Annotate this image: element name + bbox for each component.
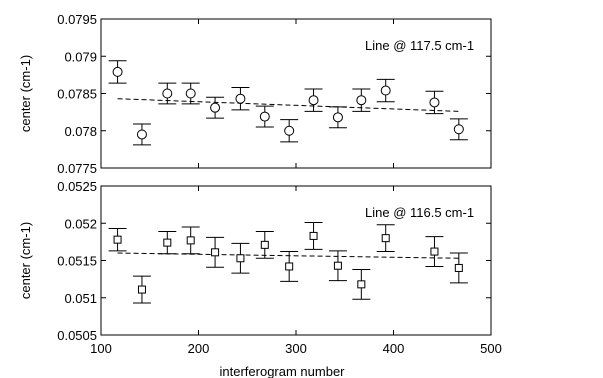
y-tick-label: 0.0785	[57, 87, 97, 102]
data-point	[332, 112, 343, 123]
data-point	[236, 254, 245, 263]
data-point	[235, 93, 246, 104]
data-point	[454, 263, 463, 272]
data-point	[259, 111, 270, 122]
data-point	[112, 66, 123, 77]
data-point	[430, 247, 439, 256]
y-axis-title: center (cm-1)	[18, 222, 33, 299]
data-point	[333, 261, 342, 270]
data-point	[357, 280, 366, 289]
fit-line	[117, 98, 459, 112]
data-point	[186, 236, 195, 245]
x-tick-label: 100	[90, 341, 112, 356]
data-point	[113, 235, 122, 244]
data-point	[185, 88, 196, 99]
data-point	[309, 231, 318, 240]
line-annotation: Line @ 117.5 cm-1	[365, 38, 474, 53]
top-panel: 0.0775 0.078 0.0785 0.079 0.0795 center (cm-1…	[18, 12, 492, 176]
y-tick-label: 0.0775	[57, 161, 97, 176]
bottom-panel: 0.0505 0.051 0.0515 0.052 0.0525 100 200 300 400…	[18, 179, 502, 378]
y-tick-label: 0.079	[64, 49, 97, 64]
data-point	[163, 238, 172, 247]
data-point	[284, 125, 295, 136]
x-tick-label: 200	[188, 341, 210, 356]
x-tick-label: 400	[383, 341, 405, 356]
y-tick-label: 0.0515	[57, 254, 97, 269]
y-tick-label: 0.052	[64, 216, 97, 231]
data-point	[380, 85, 391, 96]
y-tick-label: 0.0795	[57, 12, 97, 27]
x-tick-label: 300	[285, 341, 307, 356]
data-point	[453, 124, 464, 135]
x-axis-title: interferogram number	[220, 364, 346, 378]
data-point	[137, 285, 146, 294]
data-point	[211, 248, 220, 257]
y-axis-title: center (cm-1)	[18, 55, 33, 132]
data-point	[356, 95, 367, 106]
data-point	[210, 102, 221, 113]
y-tick-label: 0.0505	[57, 328, 97, 343]
y-tick-label: 0.0525	[57, 179, 97, 194]
data-point	[285, 262, 294, 271]
data-point	[308, 95, 319, 106]
y-tick-label: 0.051	[64, 291, 97, 306]
y-tick-label: 0.078	[64, 124, 97, 139]
line-annotation: Line @ 116.5 cm-1	[365, 205, 474, 220]
x-tick-label: 500	[480, 341, 502, 356]
data-point	[381, 234, 390, 243]
data-point	[136, 129, 147, 140]
data-point	[162, 88, 173, 99]
data-point	[429, 97, 440, 108]
data-point	[260, 240, 269, 249]
